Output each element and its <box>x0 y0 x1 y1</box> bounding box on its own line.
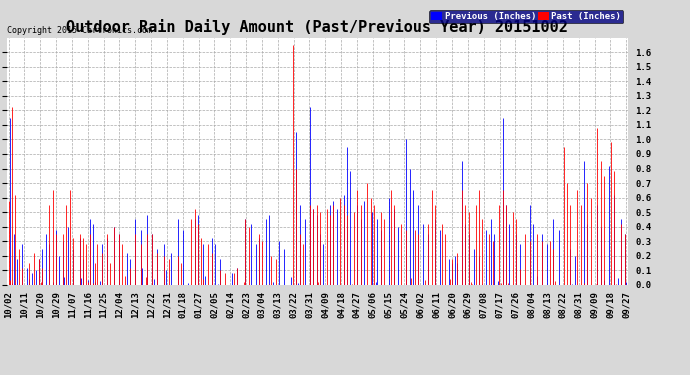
Text: Copyright 2015 Cartronics.com: Copyright 2015 Cartronics.com <box>7 26 152 35</box>
Title: Outdoor Rain Daily Amount (Past/Previous Year) 20151002: Outdoor Rain Daily Amount (Past/Previous… <box>66 19 569 35</box>
Legend: Previous (Inches), Past (Inches): Previous (Inches), Past (Inches) <box>428 10 623 23</box>
